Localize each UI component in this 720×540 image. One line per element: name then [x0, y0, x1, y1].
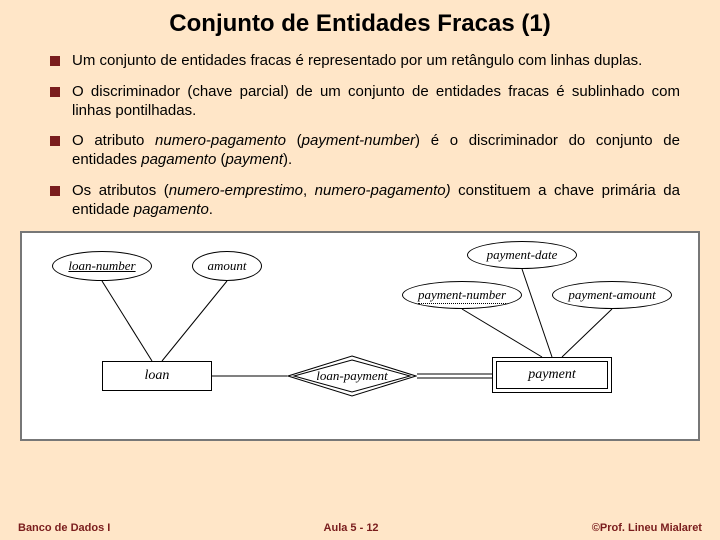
bullet-text: ,	[303, 182, 315, 199]
bullet-text: O discriminador (chave parcial) de um co…	[72, 83, 680, 119]
bullet-item: O atributo numero-pagamento (payment-num…	[50, 132, 680, 170]
attr-label: payment-amount	[568, 287, 655, 303]
footer-left: Banco de Dados I	[18, 522, 110, 534]
attr-payment-number: payment-number	[402, 281, 522, 309]
slide-title: Conjunto de Entidades Fracas (1)	[0, 0, 720, 52]
attr-amount: amount	[192, 251, 262, 281]
relationship-label: loan-payment	[316, 368, 387, 384]
bullet-text: ).	[283, 151, 292, 168]
bullet-text: .	[209, 201, 213, 218]
bullet-italic: numero-pagamento	[155, 132, 286, 149]
bullet-list: Um conjunto de entidades fracas é repres…	[0, 52, 720, 219]
entity-label: loan	[145, 368, 170, 384]
attr-label: payment-date	[487, 247, 558, 263]
slide-background: Conjunto de Entidades Fracas (1) Um conj…	[0, 0, 720, 540]
footer-right: ©Prof. Lineu Mialaret	[592, 522, 702, 534]
attr-loan-number: loan-number	[52, 251, 152, 281]
er-diagram: loan-number amount payment-date payment-…	[20, 231, 700, 441]
slide-footer: Banco de Dados I Aula 5 - 12 ©Prof. Line…	[0, 522, 720, 534]
footer-center: Aula 5 - 12	[324, 522, 379, 534]
bullet-italic: numero-pagamento)	[315, 182, 451, 199]
bullet-text: Um conjunto de entidades fracas é repres…	[72, 52, 642, 69]
bullet-italic: payment	[225, 151, 283, 168]
relationship-loan-payment: loan-payment	[287, 355, 417, 397]
attr-label: payment-number	[418, 287, 506, 304]
bullet-italic: pagamento	[134, 201, 209, 218]
entity-loan: loan	[102, 361, 212, 391]
attr-payment-date: payment-date	[467, 241, 577, 269]
bullet-text: (	[286, 132, 302, 149]
bullet-item: Um conjunto de entidades fracas é repres…	[50, 52, 680, 71]
bullet-text: O atributo	[72, 132, 155, 149]
bullet-italic: numero-emprestimo	[169, 182, 303, 199]
attr-payment-amount: payment-amount	[552, 281, 672, 309]
attr-label: amount	[208, 258, 247, 274]
bullet-italic: pagamento	[141, 151, 216, 168]
bullet-text: Os atributos (	[72, 182, 169, 199]
bullet-italic: payment-number	[302, 132, 415, 149]
entity-payment: payment	[492, 357, 612, 393]
bullet-item: O discriminador (chave parcial) de um co…	[50, 83, 680, 121]
bullet-item: Os atributos (numero-emprestimo, numero-…	[50, 182, 680, 220]
entity-label: payment	[528, 367, 575, 383]
attr-label: loan-number	[68, 258, 135, 274]
